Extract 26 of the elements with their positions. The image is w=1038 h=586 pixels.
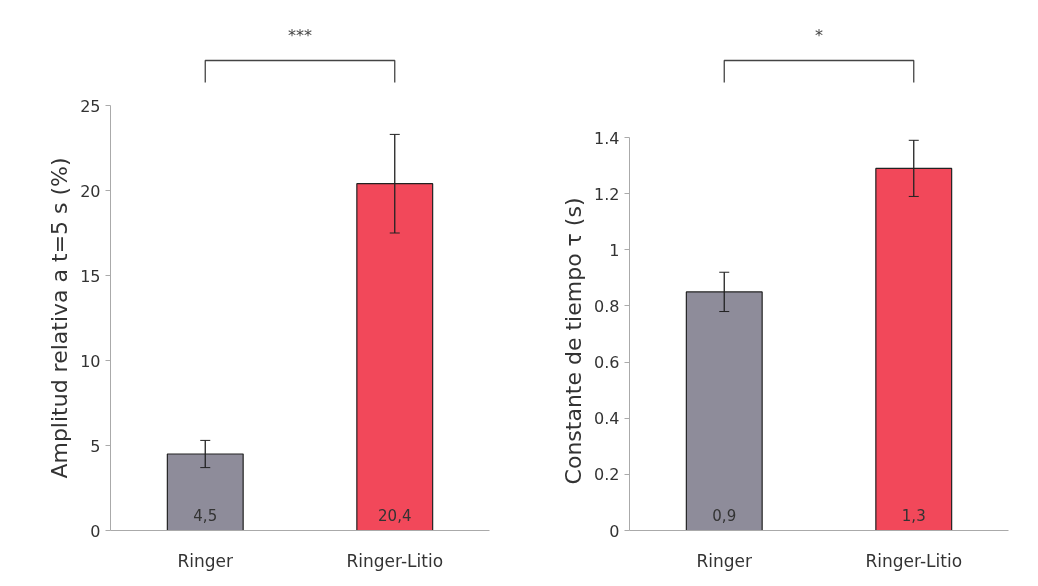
y-tick-label: 0.6 xyxy=(594,353,620,373)
y-tick-label: 20 xyxy=(80,181,101,201)
x-tick-label: Ringer xyxy=(696,550,753,571)
y-tick-label: 0 xyxy=(609,521,620,541)
text: * xyxy=(815,26,823,45)
y-tick-label: 5 xyxy=(90,436,101,456)
y-tick-label: 0.4 xyxy=(594,409,620,429)
y-tick-label: 25 xyxy=(80,96,101,116)
data-label: 4,5 xyxy=(193,506,218,525)
y-tick-label: 15 xyxy=(80,266,101,286)
text: *** xyxy=(288,26,312,45)
y-tick-label: 1.4 xyxy=(594,128,620,148)
x-tick-label: Ringer-Litio xyxy=(346,550,444,571)
y-axis-title: Amplitud relativa a t=5 s (%) xyxy=(47,157,73,479)
y-axis-title: Constante de tiempo τ (s) xyxy=(561,197,587,485)
x-tick-label: Ringer-Litio xyxy=(865,550,963,571)
y-tick-label: 1 xyxy=(609,240,620,260)
data-label: 0,9 xyxy=(712,506,737,525)
x-tick-label: Ringer xyxy=(177,550,234,571)
y-tick-label: 0.8 xyxy=(594,296,620,316)
y-tick-label: 0.2 xyxy=(594,465,620,485)
y-tick-label: 10 xyxy=(80,351,101,371)
y-tick-label: 1.2 xyxy=(594,184,620,204)
data-label: 1,3 xyxy=(901,506,926,525)
y-tick-label: 0 xyxy=(90,521,101,541)
data-label: 20,4 xyxy=(378,506,412,525)
